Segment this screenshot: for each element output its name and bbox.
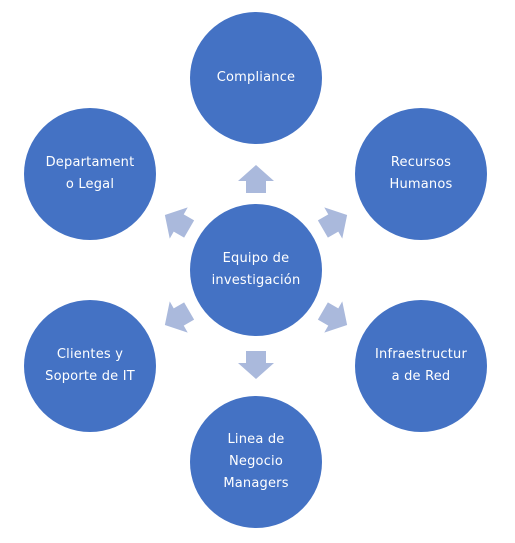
node-linea-negocio-label: Linea de Negocio Managers [223,432,289,491]
arrow-to-linea-negocio [238,351,274,379]
node-recursos-humanos-label: Recursos Humanos [389,155,453,192]
center-node: Equipo de investigación [190,204,322,336]
node-clientes-soporte-label: Clientes y Soporte de IT [45,347,135,384]
arrow-to-recursos-humanos [317,207,348,239]
node-recursos-humanos: Recursos Humanos [355,108,487,240]
node-infraestructura: Infraestructur a de Red [355,300,487,432]
arrow-to-compliance [238,165,274,193]
arrow-to-infraestructura [317,301,348,333]
node-compliance: Compliance [190,12,322,144]
node-clientes-soporte: Clientes y Soporte de IT [24,300,156,432]
node-linea-negocio: Linea de Negocio Managers [190,396,322,528]
arrow-to-departamento-legal [164,207,195,239]
node-compliance-label: Compliance [216,70,296,85]
arrow-to-clientes-soporte [164,301,195,333]
center-node-label: Equipo de investigación [211,251,301,288]
node-departamento-legal-label: Departament o Legal [45,155,135,192]
node-infraestructura-label: Infraestructur a de Red [374,347,468,384]
node-departamento-legal: Departament o Legal [24,108,156,240]
